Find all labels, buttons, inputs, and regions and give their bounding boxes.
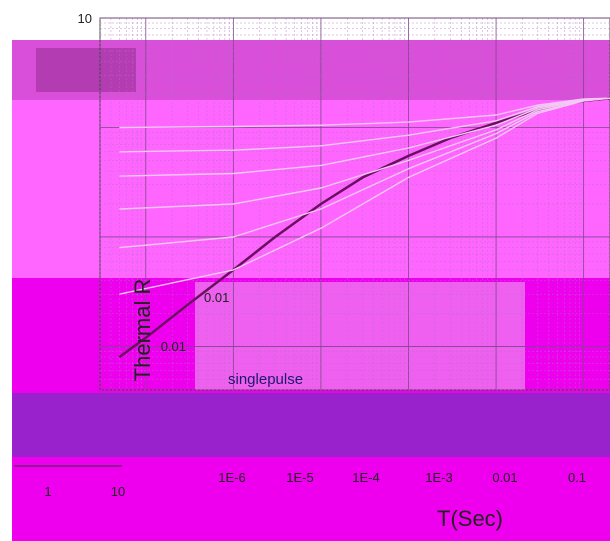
lower-band: [12, 393, 610, 457]
x-tick-label-1e-5: 1E-5: [286, 470, 313, 485]
inset-panel: [195, 282, 525, 390]
inset-y-label: 0.01: [204, 290, 229, 305]
curves: [118, 96, 610, 359]
x-tick-label-1e-6: 1E-6: [218, 470, 245, 485]
y-axis-title: Thermal R: [130, 279, 155, 382]
y-tick-label-0.01: 0.01: [161, 339, 186, 354]
top-band-inset: [36, 48, 136, 92]
upper-panel: [12, 100, 610, 278]
series-line-4: [119, 97, 610, 210]
series-line-7: [119, 97, 610, 129]
secondary-x-label-1: 1: [44, 484, 51, 499]
single-pulse-annotation: singlepulse: [228, 371, 303, 388]
x-axis-title: T(Sec): [437, 506, 503, 531]
x-tick-label-1e-3: 1E-3: [425, 470, 452, 485]
x-tick-label-0.01: 0.01: [492, 470, 517, 485]
grid: [99, 17, 610, 391]
x-tick-label-1e-4: 1E-4: [352, 470, 379, 485]
secondary-x-label-10: 10: [111, 484, 125, 499]
bottom-panel: [12, 457, 610, 541]
series-line-3: [119, 97, 610, 249]
x-tick-label-0.1: 0.1: [568, 470, 586, 485]
y-tick-label-10: 10: [78, 11, 92, 26]
